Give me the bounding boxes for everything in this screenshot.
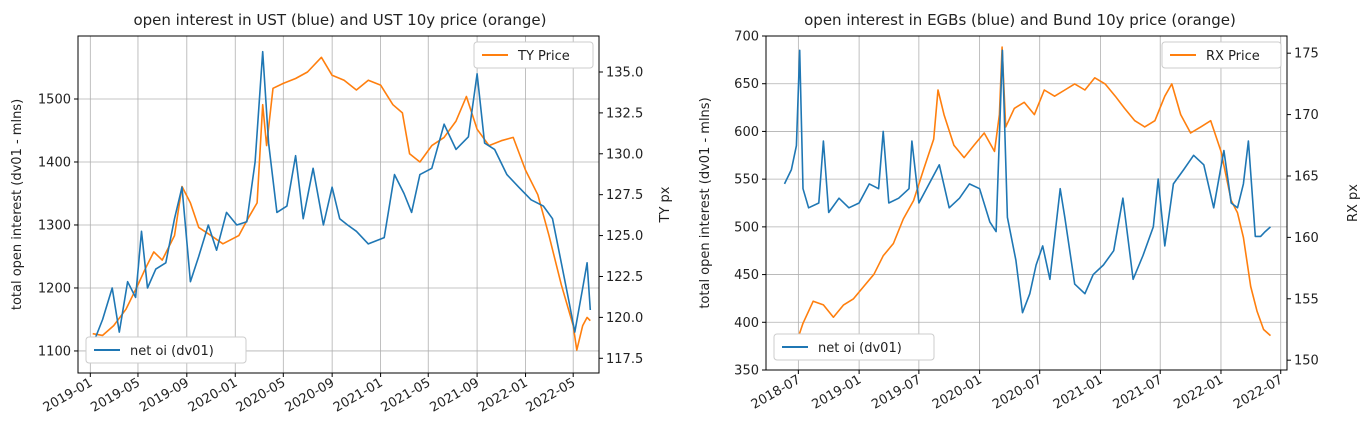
egb-ylabel-right: RX px xyxy=(1346,184,1360,222)
egb-ylabel: total open interest (dv01 - mlns) xyxy=(698,97,713,308)
y-tick-label: 600 xyxy=(734,125,759,140)
egb-series-layer xyxy=(783,46,1272,359)
ust-ylabel-right: TY px xyxy=(658,186,673,223)
egb-y-ticks: 350 400 450 500 550 600 650 700 xyxy=(734,30,766,379)
oi-series-line xyxy=(91,50,592,345)
y-tick-label: 1200 xyxy=(38,281,71,296)
x-tick-label: 2019-07 xyxy=(869,372,924,412)
y-tick-label: 350 xyxy=(734,364,759,379)
egb-legend-oi-box xyxy=(773,333,935,361)
x-tick-label: 2019-05 xyxy=(88,375,143,415)
y2-tick-label: 135.0 xyxy=(606,65,643,80)
x-tick-label: 2019-01 xyxy=(41,375,96,415)
x-tick-label: 2022-07 xyxy=(1231,372,1286,412)
y2-tick-label: 130.0 xyxy=(606,147,643,162)
y2-tick-label: 122.5 xyxy=(606,270,643,285)
x-tick-label: 2022-01 xyxy=(1171,372,1226,412)
y-tick-label: 1500 xyxy=(38,92,71,107)
egb-legend-price-box xyxy=(1161,41,1282,69)
y2-tick-label: 127.5 xyxy=(606,188,643,203)
y-tick-label: 1400 xyxy=(38,155,71,170)
ust-y-ticks: 1100 1200 1300 1400 1500 xyxy=(38,92,78,359)
y-tick-label: 1300 xyxy=(38,218,71,233)
y-tick-label: 400 xyxy=(734,316,759,331)
egb-legend-oi-label: net oi (dv01) xyxy=(818,341,902,356)
y-tick-label: 550 xyxy=(734,173,759,188)
y-tick-label: 1100 xyxy=(38,344,71,359)
ust-legend-oi-box xyxy=(85,336,247,364)
x-tick-label: 2020-05 xyxy=(234,375,289,415)
ust-legend-price: TY Price xyxy=(473,41,594,69)
ust-series-layer xyxy=(91,50,592,351)
y2-tick-label: 117.5 xyxy=(606,352,643,367)
price-series-line xyxy=(92,56,591,351)
egb-chart: 2018-07 2019-01 2019-07 2020-01 2020-07 2021-… xyxy=(698,11,1360,413)
x-tick-label: 2020-01 xyxy=(186,375,241,415)
egb-legend-price: RX Price xyxy=(1161,41,1282,69)
ust-x-ticks: 2019-012019-052019-092020-012020-052020-… xyxy=(41,373,578,416)
y2-tick-label: 165 xyxy=(1294,169,1319,184)
egb-title: open interest in EGBs (blue) and Bund 10… xyxy=(804,11,1236,29)
x-tick-label: 2022-01 xyxy=(476,375,531,415)
x-tick-label: 2020-07 xyxy=(990,372,1045,412)
x-tick-label: 2021-01 xyxy=(331,375,386,415)
x-tick-label: 2019-01 xyxy=(810,372,865,412)
y-tick-label: 500 xyxy=(734,220,759,235)
ust-legend-oi-label: net oi (dv01) xyxy=(130,344,214,359)
x-tick-label: 2020-09 xyxy=(283,375,338,415)
ust-plot-frame xyxy=(77,35,600,374)
ust-title: open interest in UST (blue) and UST 10y … xyxy=(133,11,546,29)
x-tick-label: 2021-09 xyxy=(428,375,483,415)
ust-legend-oi: net oi (dv01) xyxy=(85,336,247,364)
x-tick-label: 2020-01 xyxy=(930,372,985,412)
y2-tick-label: 170 xyxy=(1294,108,1319,123)
y2-tick-label: 175 xyxy=(1294,47,1319,62)
ust-legend-price-box xyxy=(473,41,594,69)
egb-plot-frame xyxy=(765,35,1288,371)
egb-x-ticks: 2018-07 2019-01 2019-07 2020-01 2020-07 2021-… xyxy=(749,370,1286,413)
egb-legend-price-label: RX Price xyxy=(1206,49,1260,64)
y-tick-label: 450 xyxy=(734,268,759,283)
ust-chart: 2019-012019-052019-092020-012020-052020-… xyxy=(10,11,673,416)
x-tick-label: 2022-05 xyxy=(524,375,579,415)
ust-ylabel: total open interest (dv01 - mlns) xyxy=(10,99,25,310)
x-tick-label: 2019-09 xyxy=(137,375,192,415)
x-tick-label: 2021-07 xyxy=(1111,372,1166,412)
y2-tick-label: 132.5 xyxy=(606,106,643,121)
ust-legend-price-label: TY Price xyxy=(517,49,570,64)
y2-tick-label: 160 xyxy=(1294,231,1319,246)
egb-y2-ticks: 150 155 160 165 170 175 xyxy=(1287,47,1319,369)
x-tick-label: 2021-05 xyxy=(379,375,434,415)
ust-y2-ticks: 117.5 120.0 122.5 125.0 127.5 130.0 132.5 135.0 xyxy=(599,65,643,367)
y2-tick-label: 120.0 xyxy=(606,311,643,326)
y2-tick-label: 155 xyxy=(1294,292,1319,307)
y2-tick-label: 150 xyxy=(1294,354,1319,369)
ust-grid xyxy=(78,36,599,373)
y-tick-label: 650 xyxy=(734,77,759,92)
price-series-line xyxy=(783,46,1272,359)
x-tick-label: 2021-01 xyxy=(1051,372,1106,412)
oi-series-line xyxy=(783,49,1272,314)
y2-tick-label: 125.0 xyxy=(606,229,643,244)
egb-legend-oi: net oi (dv01) xyxy=(773,333,935,361)
y-tick-label: 700 xyxy=(734,30,759,45)
